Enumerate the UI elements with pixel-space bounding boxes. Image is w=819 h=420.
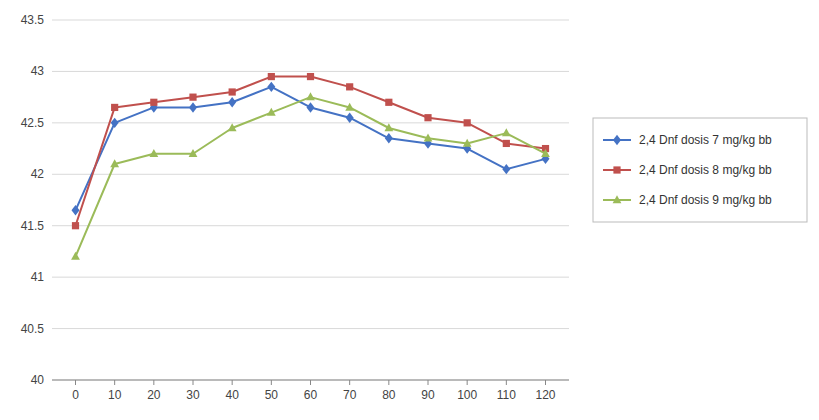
grid-line — [52, 174, 569, 175]
x-tick-label: 80 — [382, 388, 396, 402]
x-tick — [506, 380, 507, 385]
grid-line — [52, 20, 569, 21]
x-tick-label: 100 — [457, 388, 477, 402]
x-tick-label: 110 — [497, 388, 516, 402]
data-point — [189, 102, 197, 112]
data-point — [307, 102, 315, 112]
grid-line — [52, 122, 569, 123]
x-axis: 0 10 20 30 40 50 60 70 80 90 100 110 120 — [52, 380, 569, 402]
x-tick-label: 40 — [225, 388, 239, 402]
data-point — [72, 205, 80, 215]
legend-label: 2,4 Dnf dosis 9 mg/kg bb — [639, 193, 772, 207]
data-point — [384, 123, 393, 131]
data-point — [111, 104, 118, 111]
x-tick — [114, 380, 115, 385]
x-tick-label: 50 — [265, 388, 279, 402]
data-point — [424, 133, 433, 141]
x-tick-label: 20 — [147, 388, 161, 402]
plot-area — [71, 73, 550, 260]
legend-frame — [593, 118, 807, 222]
x-tick-label: 90 — [421, 388, 435, 402]
y-tick-label: 41 — [31, 270, 45, 284]
data-point — [346, 113, 354, 123]
data-point — [268, 73, 275, 80]
x-tick-label: 120 — [535, 388, 555, 402]
data-point — [385, 99, 392, 106]
data-point — [72, 222, 79, 229]
legend-marker — [613, 195, 622, 203]
legend: 2,4 Dnf dosis 7 mg/kg bb 2,4 Dnf dosis 8 … — [593, 118, 807, 222]
data-point — [267, 108, 276, 116]
data-point — [189, 94, 196, 101]
data-point — [503, 140, 510, 147]
data-point — [150, 99, 157, 106]
x-tick — [310, 380, 311, 385]
series — [72, 73, 549, 229]
x-tick — [232, 380, 233, 385]
y-axis: 40 40.5 41 41.5 42 42.5 43 43.5 — [21, 13, 569, 387]
legend-marker — [613, 166, 620, 173]
data-point — [424, 114, 431, 121]
data-point — [385, 133, 393, 143]
x-tick — [467, 380, 468, 385]
y-tick-label: 43 — [31, 64, 45, 78]
data-point — [228, 123, 237, 131]
x-tick — [75, 380, 76, 385]
data-point — [345, 103, 354, 111]
grid-line — [52, 225, 569, 226]
x-tick — [388, 380, 389, 385]
x-tick-label: 70 — [343, 388, 357, 402]
x-tick — [349, 380, 350, 385]
x-tick-label: 60 — [304, 388, 318, 402]
y-tick-label: 40.5 — [21, 322, 45, 336]
series-line — [76, 97, 546, 256]
data-point — [267, 82, 275, 92]
data-point — [541, 149, 550, 157]
series — [72, 82, 550, 216]
data-point — [71, 252, 80, 260]
x-tick-label: 30 — [186, 388, 200, 402]
data-point — [149, 149, 158, 157]
y-tick-label: 43.5 — [21, 13, 45, 27]
x-tick — [545, 380, 546, 385]
x-tick-label: 0 — [72, 388, 79, 402]
y-tick-label: 42.5 — [21, 116, 45, 130]
grid-line — [52, 71, 569, 72]
x-tick — [271, 380, 272, 385]
x-tick — [153, 380, 154, 385]
chart-container: 40 40.5 41 41.5 42 42.5 43 43.5 0 10 20 30 40 50 60 70 8… — [0, 0, 819, 420]
legend-marker — [613, 135, 621, 145]
data-point — [229, 88, 236, 95]
data-point — [189, 149, 198, 157]
data-point — [307, 73, 314, 80]
data-point — [463, 139, 472, 147]
grid-line — [52, 328, 569, 329]
data-point — [502, 128, 511, 136]
series — [71, 92, 550, 259]
y-tick-label: 42 — [31, 167, 45, 181]
x-tick-label: 10 — [108, 388, 122, 402]
data-point — [502, 164, 510, 174]
y-tick-label: 40 — [31, 373, 45, 387]
data-point — [111, 118, 119, 128]
x-tick — [428, 380, 429, 385]
y-tick-label: 41.5 — [21, 219, 45, 233]
x-tick — [193, 380, 194, 385]
chart-svg: 40 40.5 41 41.5 42 42.5 43 43.5 0 10 20 30 40 50 60 70 8… — [0, 0, 819, 420]
data-point — [464, 119, 471, 126]
data-point — [346, 83, 353, 90]
series-line — [76, 87, 546, 210]
grid-line — [52, 277, 569, 278]
data-point — [306, 92, 315, 100]
legend-label: 2,4 Dnf dosis 8 mg/kg bb — [639, 163, 772, 177]
series-line — [76, 77, 546, 226]
data-point — [110, 159, 119, 167]
data-point — [228, 97, 236, 107]
legend-label: 2,4 Dnf dosis 7 mg/kg bb — [639, 133, 772, 147]
